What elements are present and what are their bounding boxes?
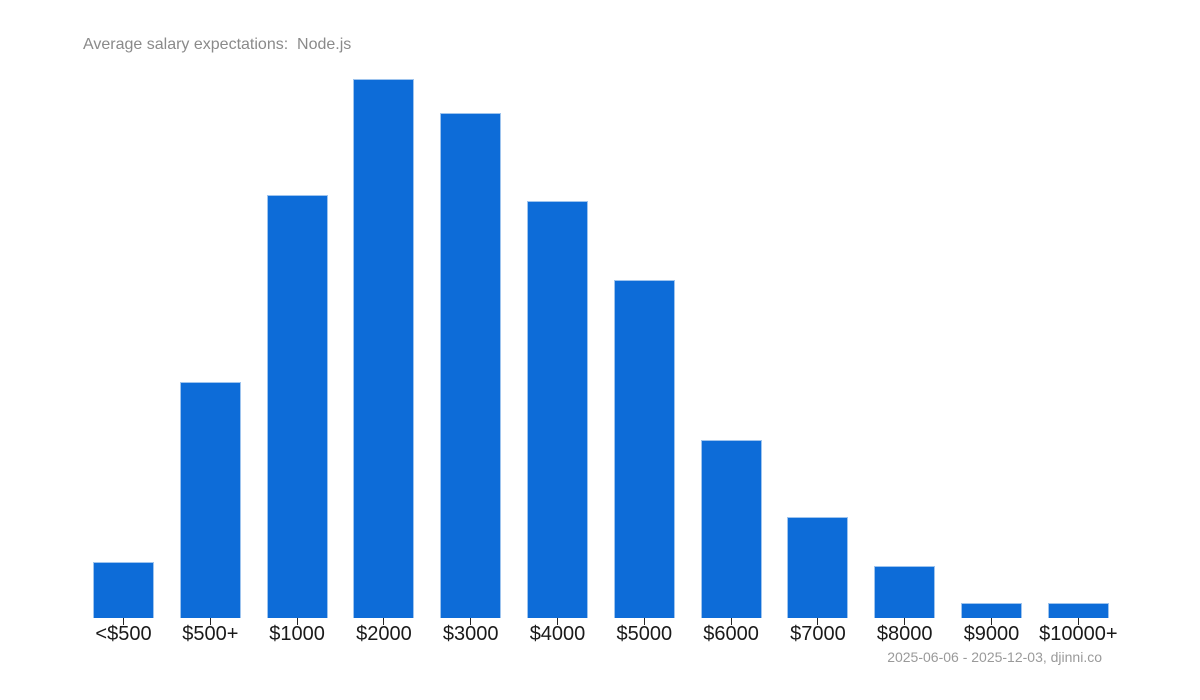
bar-500 [179,382,241,618]
x-axis-label: $10000+ [1039,623,1118,645]
bar-4000 [527,201,588,618]
bar-8000 [874,566,936,618]
x-axis-tick [904,618,906,625]
x-axis-tick [643,618,645,625]
x-axis-label: $5000 [616,623,673,645]
x-axis-label: $2000 [356,623,412,645]
bar-5000 [613,280,675,618]
x-axis-tick [730,618,732,625]
x-axis-label: $500+ [182,623,239,645]
bar-500 [93,562,154,618]
x-axis-label: <$500 [95,623,152,645]
x-axis-label: $3000 [442,623,499,645]
bar-1000 [266,195,328,618]
x-axis-label: $8000 [876,623,933,645]
x-axis-tick [991,618,992,625]
x-axis-tick [1077,618,1079,625]
x-axis-tick [209,618,211,625]
x-axis-label: $9000 [963,623,1020,645]
x-axis-tick [470,618,472,625]
x-axis-tick [817,618,819,625]
bar-6000 [700,440,762,618]
bar-2000 [353,79,415,618]
bar-7000 [787,517,849,618]
x-axis-label: $4000 [529,623,586,645]
x-axis-label: $6000 [703,623,759,645]
chart-title: Average salary expectations: Node.js [83,36,352,53]
bar-3000 [440,113,502,618]
x-axis-tick [123,618,124,625]
bar-9000 [961,603,1022,618]
x-axis-tick [557,618,558,625]
footer-attribution: 2025-06-06 - 2025-12-03, djinni.co [887,649,1102,665]
bar-10000 [1047,603,1109,618]
x-axis-label: $1000 [269,623,325,645]
x-axis-tick [296,618,298,625]
x-axis-tick [383,618,385,625]
x-axis-label: $7000 [790,623,846,645]
